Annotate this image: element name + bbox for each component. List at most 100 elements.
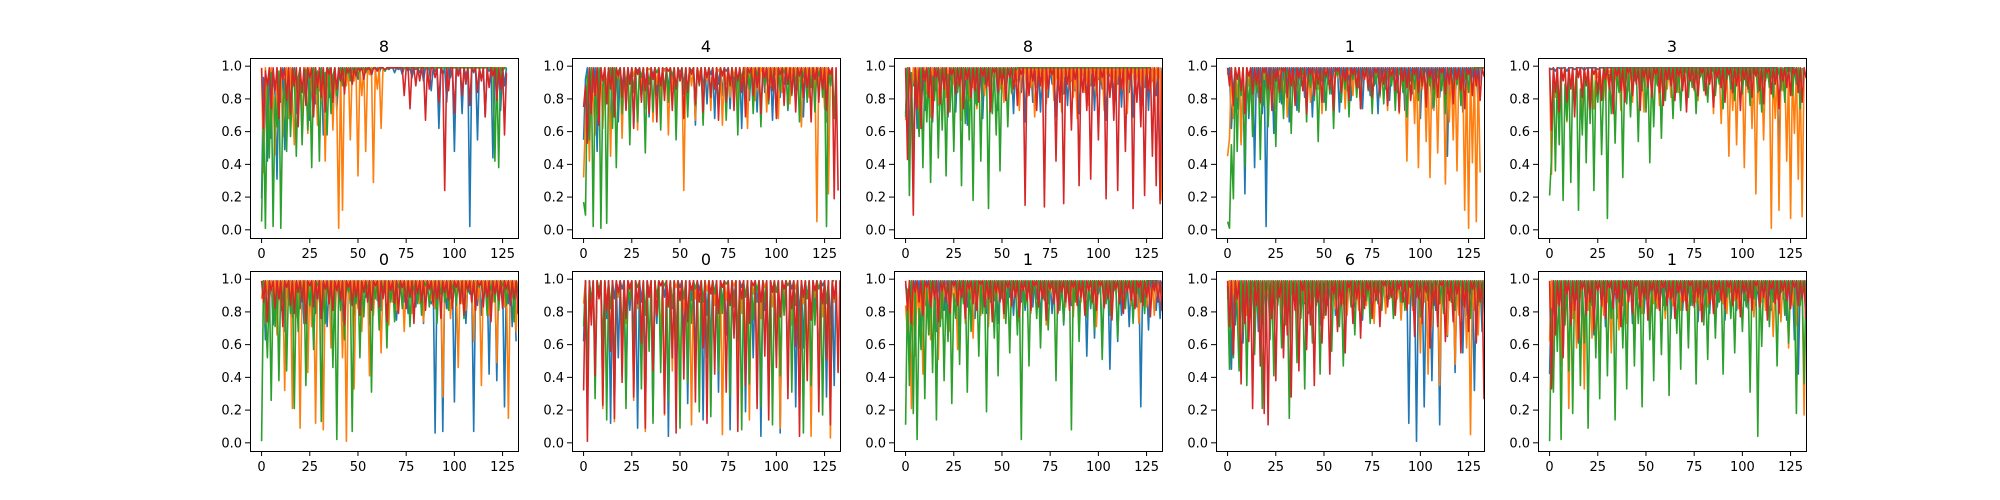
x-tick-label: 100 bbox=[1730, 460, 1755, 475]
x-tick-label: 125 bbox=[1778, 247, 1803, 262]
subplot-10: 0 25 50 75 100 125 0.0 0.2 0.4 0.6 0.8 1.0 1 bbox=[1509, 250, 1807, 475]
x-tick-label: 125 bbox=[812, 460, 837, 475]
subplot-5: 0 25 50 75 100 125 0.0 0.2 0.4 0.6 0.8 1.0 3 bbox=[1509, 37, 1807, 262]
y-tick-label: 0.6 bbox=[221, 338, 242, 353]
y-tick-label: 0.2 bbox=[1509, 404, 1530, 419]
x-tick-label: 125 bbox=[1456, 460, 1481, 475]
x-tick-label: 50 bbox=[994, 247, 1011, 262]
subplot-title: 8 bbox=[1023, 37, 1033, 56]
x-tick-label: 75 bbox=[1042, 247, 1059, 262]
y-tick-label: 0.4 bbox=[1187, 158, 1208, 173]
series-line-4 bbox=[260, 67, 508, 192]
subplot-title: 1 bbox=[1345, 37, 1355, 56]
series-group bbox=[1548, 67, 1806, 229]
x-tick-label: 50 bbox=[1638, 460, 1655, 475]
subplot-2: 0 25 50 75 100 125 0.0 0.2 0.4 0.6 0.8 1.0 4 bbox=[543, 37, 841, 262]
series-group bbox=[904, 279, 1162, 441]
subplot-6: 0 25 50 75 100 125 0.0 0.2 0.4 0.6 0.8 1.0 0 bbox=[221, 250, 519, 475]
x-tick-label: 50 bbox=[1316, 460, 1333, 475]
x-tick-label: 125 bbox=[1778, 460, 1803, 475]
subplot-title: 8 bbox=[379, 37, 389, 56]
series-group bbox=[582, 279, 840, 443]
x-tick-label: 100 bbox=[764, 460, 789, 475]
x-tick-label: 75 bbox=[720, 460, 737, 475]
y-tick-label: 0.4 bbox=[543, 371, 564, 386]
y-tick-label: 0.0 bbox=[1187, 436, 1208, 451]
x-tick-label: 0 bbox=[257, 247, 265, 262]
y-tick-label: 1.0 bbox=[543, 60, 564, 75]
y-tick-label: 0.2 bbox=[221, 191, 242, 206]
x-tick-label: 100 bbox=[442, 247, 467, 262]
axes-frame bbox=[572, 58, 841, 239]
x-tick-label: 0 bbox=[901, 247, 909, 262]
y-tick-label: 0.0 bbox=[1509, 436, 1530, 451]
y-tick-label: 0.8 bbox=[221, 305, 242, 320]
y-tick-label: 0.8 bbox=[221, 92, 242, 107]
x-tick-label: 25 bbox=[623, 460, 640, 475]
x-tick-label: 25 bbox=[623, 247, 640, 262]
y-tick-label: 1.0 bbox=[1187, 60, 1208, 75]
y-tick-label: 0.2 bbox=[543, 191, 564, 206]
axes-frame bbox=[250, 58, 519, 239]
y-tick-label: 0.2 bbox=[865, 404, 886, 419]
x-tick-label: 25 bbox=[945, 460, 962, 475]
x-tick-label: 75 bbox=[1364, 460, 1381, 475]
x-tick-label: 100 bbox=[1086, 247, 1111, 262]
y-tick-label: 0.8 bbox=[1509, 305, 1530, 320]
x-tick-label: 100 bbox=[442, 460, 467, 475]
subplot-title: 0 bbox=[701, 250, 711, 269]
x-tick-label: 50 bbox=[350, 247, 367, 262]
x-tick-label: 75 bbox=[398, 460, 415, 475]
x-tick-label: 0 bbox=[579, 460, 587, 475]
x-tick-label: 100 bbox=[764, 247, 789, 262]
y-tick-label: 0.6 bbox=[1187, 125, 1208, 140]
y-tick-label: 0.2 bbox=[1187, 191, 1208, 206]
y-tick-label: 0.4 bbox=[543, 158, 564, 173]
series-group bbox=[582, 67, 839, 229]
y-tick-label: 0.8 bbox=[543, 305, 564, 320]
series-line-4 bbox=[1548, 67, 1806, 131]
series-line-4 bbox=[1548, 279, 1806, 390]
y-tick-label: 0.8 bbox=[1509, 92, 1530, 107]
y-tick-label: 0.4 bbox=[1509, 158, 1530, 173]
series-group bbox=[1226, 67, 1484, 229]
axes-frame bbox=[894, 58, 1163, 239]
y-tick-label: 0.0 bbox=[865, 223, 886, 238]
series-line-4 bbox=[582, 67, 839, 200]
x-tick-label: 125 bbox=[490, 247, 515, 262]
y-tick-label: 0.4 bbox=[865, 371, 886, 386]
x-tick-label: 100 bbox=[1408, 460, 1433, 475]
x-tick-label: 25 bbox=[1589, 460, 1606, 475]
y-tick-label: 0.2 bbox=[1509, 191, 1530, 206]
y-tick-label: 0.8 bbox=[865, 92, 886, 107]
x-tick-label: 0 bbox=[1545, 247, 1553, 262]
y-tick-label: 0.6 bbox=[543, 125, 564, 140]
x-tick-label: 50 bbox=[994, 460, 1011, 475]
x-tick-label: 25 bbox=[1267, 247, 1284, 262]
x-tick-label: 50 bbox=[672, 460, 689, 475]
y-tick-label: 0.0 bbox=[1187, 223, 1208, 238]
y-tick-label: 0.2 bbox=[865, 191, 886, 206]
subplot-8: 0 25 50 75 100 125 0.0 0.2 0.4 0.6 0.8 1.0 1 bbox=[865, 250, 1163, 475]
y-tick-label: 0.2 bbox=[1187, 404, 1208, 419]
series-group bbox=[1226, 279, 1484, 443]
y-tick-label: 0.0 bbox=[543, 223, 564, 238]
x-tick-label: 125 bbox=[1134, 460, 1159, 475]
x-tick-label: 75 bbox=[720, 247, 737, 262]
series-line-4 bbox=[1226, 67, 1484, 115]
x-tick-label: 125 bbox=[812, 247, 837, 262]
x-tick-label: 25 bbox=[301, 460, 318, 475]
y-tick-label: 0.4 bbox=[865, 158, 886, 173]
y-tick-label: 0.2 bbox=[221, 404, 242, 419]
x-tick-label: 75 bbox=[1686, 247, 1703, 262]
y-tick-label: 0.8 bbox=[865, 305, 886, 320]
y-tick-label: 1.0 bbox=[1187, 273, 1208, 288]
y-tick-label: 0.0 bbox=[543, 436, 564, 451]
subplot-title: 1 bbox=[1667, 250, 1677, 269]
subplot-title: 1 bbox=[1023, 250, 1033, 269]
subplot-4: 0 25 50 75 100 125 0.0 0.2 0.4 0.6 0.8 1.0 1 bbox=[1187, 37, 1485, 262]
y-tick-label: 1.0 bbox=[221, 273, 242, 288]
series-group bbox=[904, 67, 1162, 216]
y-tick-label: 0.6 bbox=[865, 125, 886, 140]
